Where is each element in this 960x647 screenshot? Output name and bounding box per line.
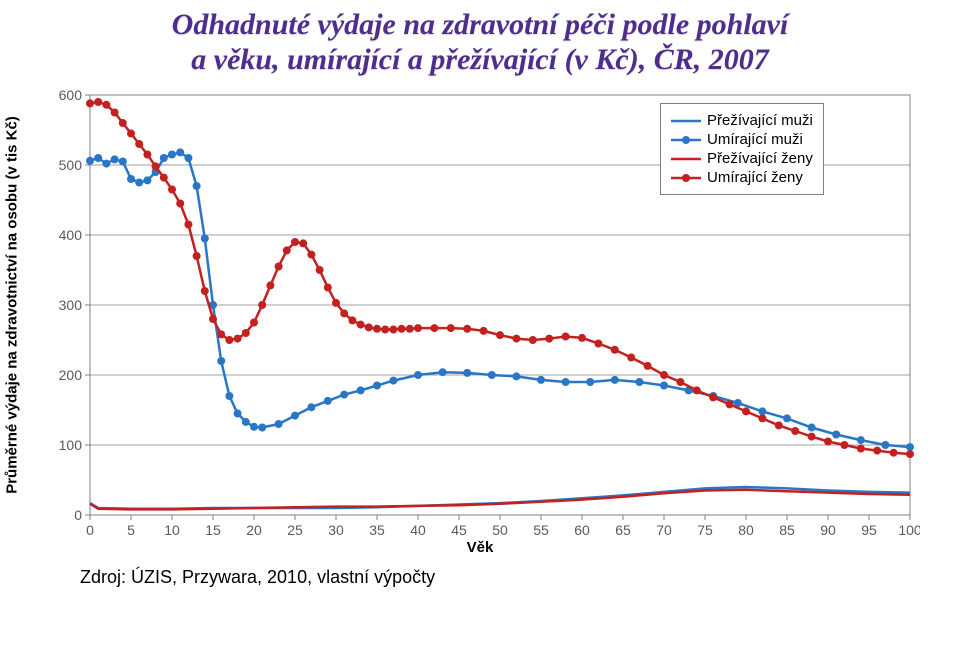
- legend-label: Umírající muži: [707, 131, 803, 148]
- svg-text:200: 200: [59, 367, 83, 383]
- svg-text:40: 40: [410, 522, 426, 538]
- svg-text:95: 95: [861, 522, 877, 538]
- svg-text:30: 30: [328, 522, 344, 538]
- legend-item: Přežívající ženy: [671, 150, 813, 167]
- legend-swatch: [671, 151, 701, 167]
- svg-text:20: 20: [246, 522, 262, 538]
- title-line2: a věku, umírající a přežívající (v Kč), …: [191, 43, 768, 76]
- svg-text:85: 85: [779, 522, 795, 538]
- legend-label: Přežívající ženy: [707, 150, 813, 167]
- svg-text:70: 70: [656, 522, 672, 538]
- svg-text:65: 65: [615, 522, 631, 538]
- legend: Přežívající muži Umírající muži Přežívajíc…: [660, 103, 824, 195]
- svg-text:25: 25: [287, 522, 303, 538]
- svg-text:500: 500: [59, 157, 83, 173]
- svg-text:60: 60: [574, 522, 590, 538]
- svg-text:50: 50: [492, 522, 508, 538]
- legend-swatch: [671, 113, 701, 129]
- legend-item: Přežívající muži: [671, 112, 813, 129]
- y-axis-label: Průměrné výdaje na zdravotnictví na osob…: [4, 116, 21, 494]
- source-text: Zdroj: ÚZIS, Przywara, 2010, vlastní výp…: [80, 567, 960, 588]
- svg-text:400: 400: [59, 227, 83, 243]
- svg-text:100: 100: [898, 522, 920, 538]
- svg-text:80: 80: [738, 522, 754, 538]
- svg-text:90: 90: [820, 522, 836, 538]
- svg-text:5: 5: [127, 522, 135, 538]
- svg-text:0: 0: [74, 507, 82, 523]
- x-axis-label: Věk: [467, 539, 494, 556]
- svg-text:35: 35: [369, 522, 385, 538]
- legend-item: Umírající ženy: [671, 169, 813, 186]
- legend-swatch: [671, 132, 701, 148]
- chart-container: Průměrné výdaje na zdravotnictví na osob…: [20, 85, 940, 565]
- svg-text:55: 55: [533, 522, 549, 538]
- legend-item: Umírající muži: [671, 131, 813, 148]
- legend-swatch: [671, 170, 701, 186]
- legend-label: Přežívající muži: [707, 112, 813, 129]
- svg-text:10: 10: [164, 522, 180, 538]
- page-title: Odhadnuté výdaje na zdravotní péči podle…: [0, 0, 960, 81]
- svg-text:0: 0: [86, 522, 94, 538]
- legend-label: Umírající ženy: [707, 169, 803, 186]
- svg-text:100: 100: [59, 437, 83, 453]
- svg-text:45: 45: [451, 522, 467, 538]
- svg-text:300: 300: [59, 297, 83, 313]
- svg-text:15: 15: [205, 522, 221, 538]
- svg-text:600: 600: [59, 87, 83, 103]
- title-line1: Odhadnuté výdaje na zdravotní péči podle…: [172, 8, 789, 41]
- svg-text:75: 75: [697, 522, 713, 538]
